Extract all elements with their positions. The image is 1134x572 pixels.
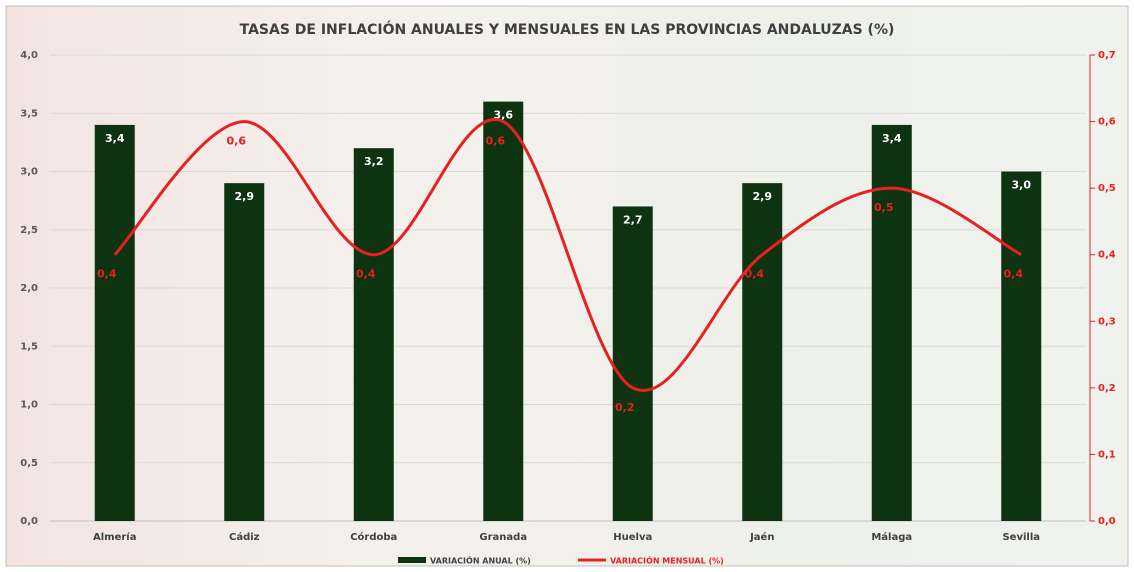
chart-title: TASAS DE INFLACIÓN ANUALES Y MENSUALES E… [240, 20, 895, 38]
bar [872, 125, 912, 521]
x-tick-label: Huelva [613, 532, 652, 543]
y2-tick-label: 0,6 [1098, 117, 1116, 128]
legend-label: VARIACIÓN ANUAL (%) [430, 555, 531, 566]
bar-value-label: 2,9 [235, 190, 255, 203]
x-tick-label: Almería [93, 531, 136, 543]
y2-tick-label: 0,3 [1098, 316, 1116, 327]
bar [1001, 172, 1041, 522]
y2-tick-label: 0,1 [1098, 449, 1116, 460]
bar-value-label: 2,9 [753, 190, 773, 203]
y2-tick-label: 0,0 [1098, 516, 1116, 527]
line-value-label: 0,6 [486, 135, 506, 148]
line-value-label: 0,4 [356, 268, 376, 281]
y-tick-label: 1,0 [20, 400, 38, 411]
y-tick-label: 0,5 [20, 458, 38, 469]
bar-value-label: 3,0 [1012, 179, 1032, 192]
x-tick-label: Córdoba [350, 531, 397, 543]
bar [613, 206, 653, 521]
x-tick-label: Granada [479, 532, 527, 543]
line-value-label: 0,4 [1004, 268, 1024, 281]
x-tick-label: Jaén [749, 531, 774, 543]
legend-swatch [398, 557, 426, 563]
x-tick-label: Málaga [871, 531, 912, 543]
y-tick-label: 3,0 [20, 167, 38, 178]
line-value-label: 0,4 [97, 268, 117, 281]
y-tick-label: 1,5 [20, 341, 38, 352]
x-tick-label: Sevilla [1002, 532, 1040, 543]
y2-tick-label: 0,7 [1098, 50, 1116, 61]
x-tick-label: Cádiz [229, 531, 260, 543]
y-tick-label: 2,0 [20, 283, 38, 294]
bar-value-label: 3,4 [882, 132, 902, 145]
bar [354, 148, 394, 521]
y-tick-label: 3,5 [20, 108, 38, 119]
bar [95, 125, 135, 521]
legend-label: VARIACIÓN MENSUAL (%) [610, 555, 724, 566]
chart-frame [6, 6, 1128, 566]
line-value-label: 0,6 [227, 135, 247, 148]
line-value-label: 0,5 [874, 201, 894, 214]
y2-tick-label: 0,2 [1098, 383, 1116, 394]
y-tick-label: 2,5 [20, 225, 38, 236]
line-value-label: 0,4 [745, 268, 765, 281]
y2-tick-label: 0,4 [1098, 250, 1116, 261]
bar [224, 183, 264, 521]
y2-tick-label: 0,5 [1098, 183, 1116, 194]
bar-value-label: 2,7 [623, 213, 643, 226]
line-value-label: 0,2 [615, 401, 635, 414]
y-tick-label: 0,0 [20, 516, 38, 527]
bar-value-label: 3,4 [105, 132, 125, 145]
bar [742, 183, 782, 521]
y-tick-label: 4,0 [20, 50, 38, 61]
chart: TASAS DE INFLACIÓN ANUALES Y MENSUALES E… [0, 0, 1134, 572]
bar [483, 102, 523, 521]
bar-value-label: 3,2 [364, 155, 384, 168]
